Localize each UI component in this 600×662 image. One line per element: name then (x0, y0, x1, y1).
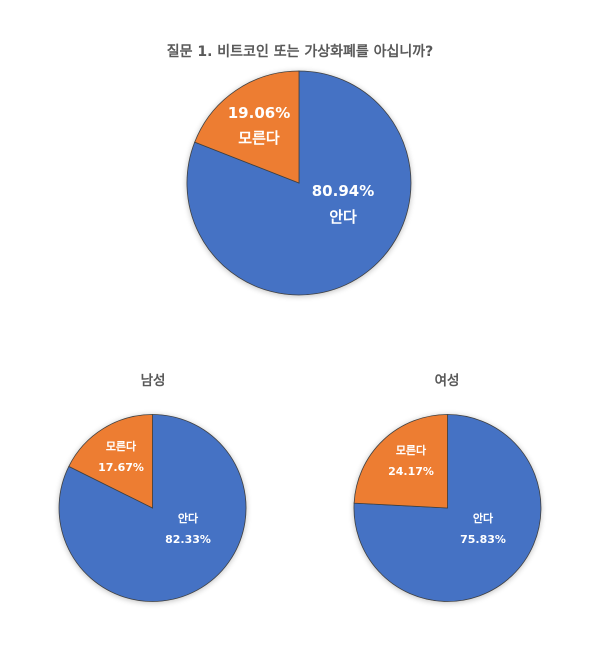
male-chart-title: 남성 (140, 373, 166, 389)
female-pie-chart (353, 414, 542, 602)
male-know-label: 안다 (178, 511, 199, 525)
main-know-pct: 80.94% (312, 182, 374, 200)
female-know-label: 안다 (473, 511, 494, 525)
main-slice-dont-know (194, 70, 300, 184)
main-know-label: 안다 (329, 208, 357, 226)
male-know-pct: 82.33% (165, 533, 211, 546)
male-slice-dont-know (68, 414, 153, 509)
female-dont-know-label: 모른다 (396, 443, 427, 457)
male-pie-chart (58, 414, 247, 602)
female-chart-title: 여성 (434, 373, 460, 389)
female-know-pct: 75.83% (460, 533, 506, 546)
male-dont-know-label: 모른다 (106, 439, 137, 453)
main-dont-know-pct: 19.06% (228, 104, 290, 122)
male-dont-know-pct: 17.67% (98, 461, 144, 474)
main-pie-chart (186, 70, 412, 296)
main-dont-know-label: 모른다 (238, 129, 280, 147)
female-slice-dont-know (353, 414, 448, 509)
female-dont-know-pct: 24.17% (388, 465, 434, 478)
main-chart-title: 질문 1. 비트코인 또는 가상화폐를 아십니까? (166, 44, 434, 60)
